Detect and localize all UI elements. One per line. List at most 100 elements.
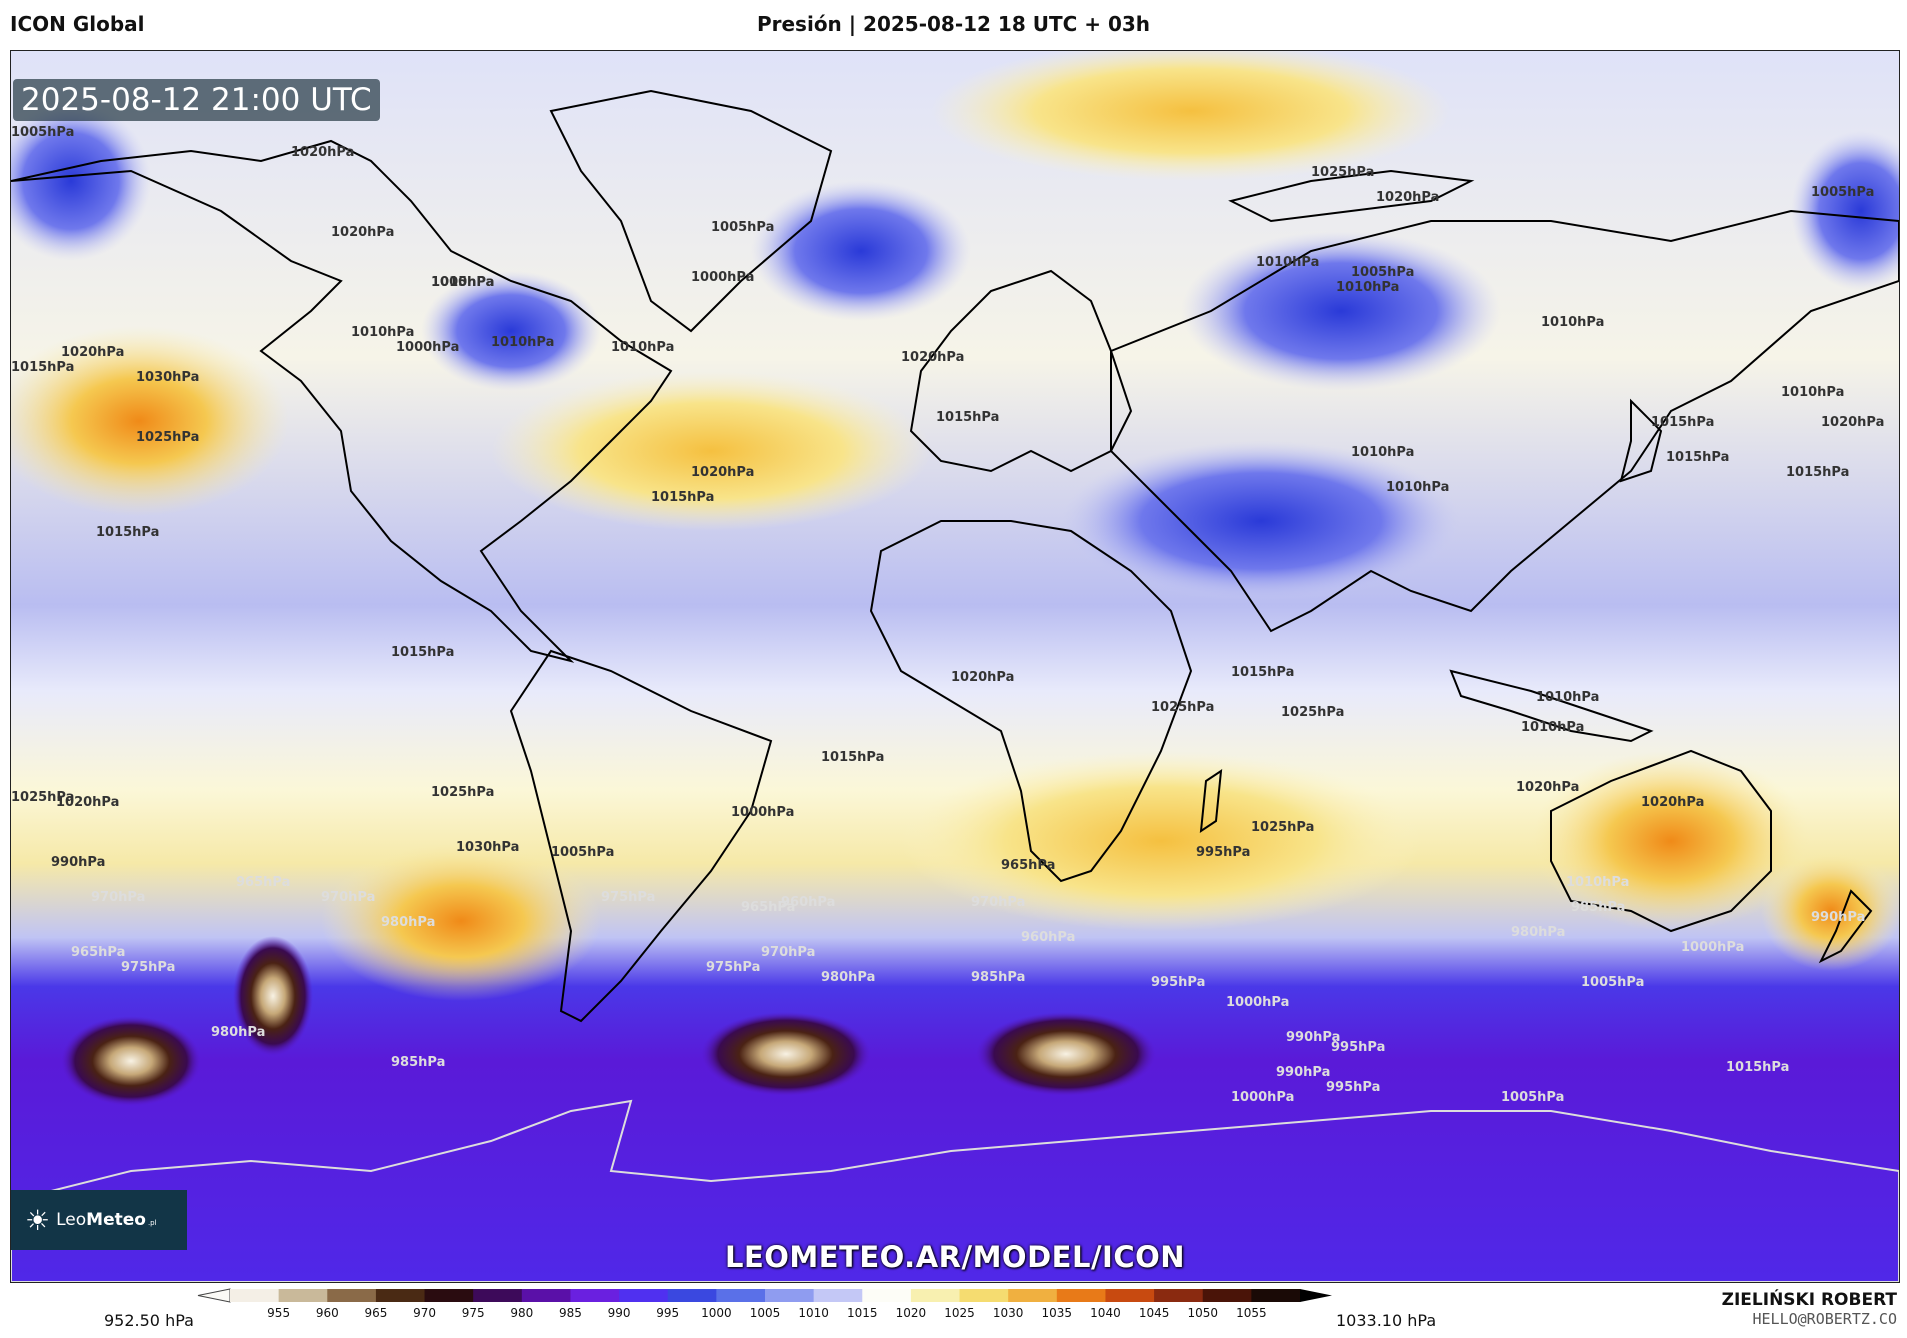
isobar-label: 1015hPa: [391, 645, 454, 660]
high-pressure-indian-ocean: [901, 751, 1421, 931]
colorbar-tick-label: 995: [656, 1306, 679, 1320]
isobar-label: 1015hPa: [1786, 465, 1849, 480]
isobar-label: 960hPa: [781, 895, 835, 910]
isobar-label: 1000hPa: [1226, 995, 1289, 1010]
colorbar-tick-label: 970: [413, 1306, 436, 1320]
isobar-label: 1005hPa: [551, 845, 614, 860]
isobar-label: 1020hPa: [331, 225, 394, 240]
isobar-label: 1010hPa: [1336, 280, 1399, 295]
colorbar-segment: [1008, 1289, 1058, 1302]
isobar-label: 1010hPa: [1541, 315, 1604, 330]
isobar-label: 1010hPa: [1351, 445, 1414, 460]
isobar-label: 1010hPa: [1566, 875, 1629, 890]
leometeo-logo[interactable]: ☀ LeoMeteo .pl: [11, 1190, 187, 1250]
colorbar-tick-label: 1010: [798, 1306, 829, 1320]
isobar-label: 1010hPa: [431, 275, 494, 290]
isobar-label: 1025hPa: [1251, 820, 1314, 835]
logo-text: LeoMeteo .pl: [56, 1210, 157, 1230]
valid-time-badge: 2025-08-12 21:00 UTC: [13, 79, 380, 121]
isobar-label: 1020hPa: [1516, 780, 1579, 795]
isobar-label: 1005hPa: [1581, 975, 1644, 990]
colorbar-segment: [570, 1289, 620, 1302]
isobar-label: 970hPa: [321, 890, 375, 905]
pressure-field-svg: 1005hPa 1020hPa 1020hPa 1010hPa 1005hPa 1000h…: [11, 51, 1899, 1282]
isobar-label: 1025hPa: [1281, 705, 1344, 720]
isobar-label: 985hPa: [971, 970, 1025, 985]
colorbar-tick-label: 1020: [896, 1306, 927, 1320]
deep-low-4: [976, 1012, 1156, 1096]
deep-low-2: [233, 936, 313, 1056]
isobar-label: 975hPa: [706, 960, 760, 975]
isobar-label: 970hPa: [971, 895, 1025, 910]
chart-title: Presión | 2025-08-12 18 UTC + 03h: [756, 12, 1151, 36]
isobar-label: 975hPa: [601, 890, 655, 905]
colorbar-segment: [959, 1289, 1009, 1302]
isobar-label: 990hPa: [1276, 1065, 1330, 1080]
isobar-labels: 1005hPa 1020hPa 1020hPa 1010hPa 1005hPa 1000h…: [11, 125, 1884, 1105]
low-pressure-bering: [1791, 131, 1899, 291]
colorbar-tick-label: 1005: [750, 1306, 781, 1320]
isobar-label: 995hPa: [1326, 1080, 1380, 1095]
colorbar-segment: [765, 1289, 815, 1302]
colorbar-segment: [521, 1289, 571, 1302]
isobar-label: 1015hPa: [821, 750, 884, 765]
colorbar-segment: [1154, 1289, 1204, 1302]
isobar-label: 1020hPa: [1641, 795, 1704, 810]
colorbar-segment: [716, 1289, 766, 1302]
isobar-label: 975hPa: [121, 960, 175, 975]
colorbar-segment: [230, 1289, 280, 1302]
colorbar-segment: [1056, 1289, 1106, 1302]
isobar-label: 965hPa: [741, 900, 795, 915]
colorbar-min-label: 952.50 hPa: [104, 1311, 194, 1330]
colorbar-tick-label: 1025: [944, 1306, 975, 1320]
isobar-label: 1000hPa: [1231, 1090, 1294, 1105]
isobar-label: 1015hPa: [1666, 450, 1729, 465]
isobar-label: 1015hPa: [1726, 1060, 1789, 1075]
colorbar-tick-label: 955: [267, 1306, 290, 1320]
isobar-label: 1015hPa: [651, 490, 714, 505]
high-pressure-australia: [1531, 751, 1811, 931]
isobar-label: 1005hPa: [1501, 1090, 1564, 1105]
isobar-label: 1015hPa: [1651, 415, 1714, 430]
low-pressure-siberia: [1181, 231, 1501, 391]
colorbar-tick-label: 965: [364, 1306, 387, 1320]
high-pressure-new-zealand: [1761, 851, 1899, 971]
author-email: HELLO@ROBERTZ.CO: [1752, 1310, 1898, 1328]
isobar-label: 1030hPa: [456, 840, 519, 855]
isobar-label: 990hPa: [1286, 1030, 1340, 1045]
colorbar-tick-label: 960: [316, 1306, 339, 1320]
colorbar-svg: 955 960 965 970 975 980 985 990 995 1000 1005 1010 1…: [197, 1288, 1332, 1320]
isobar-label: 1020hPa: [56, 795, 119, 810]
low-pressure-aleutian: [11, 101, 151, 261]
colorbar: 952.50 hPa 955 960 965 970 975 980 985 990 995 10…: [0, 1285, 1907, 1338]
colorbar-tick-label: 1055: [1236, 1306, 1267, 1320]
colorbar-max-label: 1033.10 hPa: [1336, 1311, 1437, 1330]
colorbar-segment: [667, 1289, 717, 1302]
isobar-label: 980hPa: [381, 915, 435, 930]
isobar-label: 1030hPa: [136, 370, 199, 385]
isobar-label: 960hPa: [1021, 930, 1075, 945]
high-pressure-azores: [491, 371, 931, 531]
isobar-label: 1020hPa: [61, 345, 124, 360]
author-credit: ZIELIŃSKI ROBERT HELLO@ROBERTZ.CO: [1722, 1290, 1897, 1328]
isobar-label: 1010hPa: [1386, 480, 1449, 495]
isobar-label: 1010hPa: [1256, 255, 1319, 270]
isobar-label: 1015hPa: [11, 360, 74, 375]
colorbar-segment: [473, 1289, 523, 1302]
colorbar-segment: [327, 1289, 377, 1302]
colorbar-tick-label: 1035: [1042, 1306, 1073, 1320]
high-pressure-south-pacific: [321, 841, 601, 1001]
isobar-label: 1020hPa: [951, 670, 1014, 685]
isobar-label: 965hPa: [71, 945, 125, 960]
colorbar-tick-label: 1040: [1090, 1306, 1121, 1320]
antarctica-coastline: [11, 1099, 1899, 1282]
pressure-map[interactable]: 1005hPa 1020hPa 1020hPa 1010hPa 1005hPa 1000h…: [10, 50, 1900, 1283]
isobar-label: 1015hPa: [96, 525, 159, 540]
colorbar-tick-label: 975: [462, 1306, 485, 1320]
colorbar-segment: [619, 1289, 669, 1302]
colorbar-segment: [1202, 1289, 1252, 1302]
isobar-label: 1025hPa: [1151, 700, 1214, 715]
isobar-label: 1015hPa: [1231, 665, 1294, 680]
isobar-label: 995hPa: [1331, 1040, 1385, 1055]
isobar-label: 1010hPa: [351, 325, 414, 340]
